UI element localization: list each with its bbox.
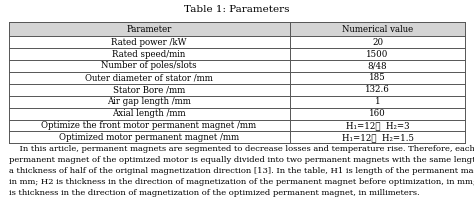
Text: a thickness of half of the original magnetization direction [13]. In the table, : a thickness of half of the original magn… — [9, 167, 474, 175]
Text: 185: 185 — [369, 73, 386, 82]
Bar — [9, 36, 465, 48]
Bar — [9, 48, 465, 60]
Text: Rated power /kW: Rated power /kW — [111, 38, 187, 47]
Text: Optimized motor permanent magnet /mm: Optimized motor permanent magnet /mm — [59, 133, 239, 142]
Text: 1: 1 — [374, 97, 380, 106]
Text: Number of poles/slots: Number of poles/slots — [101, 61, 197, 70]
Bar — [9, 72, 465, 84]
Text: Stator Bore /mm: Stator Bore /mm — [113, 85, 185, 94]
Bar — [9, 22, 465, 36]
Text: 160: 160 — [369, 109, 386, 118]
Text: 20: 20 — [372, 38, 383, 47]
Text: permanent magnet of the optimized motor is equally divided into two permanent ma: permanent magnet of the optimized motor … — [9, 156, 474, 164]
Text: Air gap length /mm: Air gap length /mm — [107, 97, 191, 106]
Text: H₁=12，  H₂=3: H₁=12， H₂=3 — [346, 121, 409, 130]
Text: H₁=12，  H₂=1.5: H₁=12， H₂=1.5 — [341, 133, 413, 142]
Text: Axial length /mm: Axial length /mm — [112, 109, 186, 118]
Text: 1500: 1500 — [366, 50, 389, 59]
Bar — [9, 131, 465, 143]
Text: Table 1: Parameters: Table 1: Parameters — [184, 5, 290, 14]
Text: Numerical value: Numerical value — [342, 24, 413, 34]
Bar — [9, 120, 465, 131]
Bar — [9, 60, 465, 72]
Text: In this article, permanent magnets are segmented to decrease losses and temperat: In this article, permanent magnets are s… — [9, 145, 474, 153]
Text: 132.6: 132.6 — [365, 85, 390, 94]
Bar — [9, 96, 465, 108]
Text: Outer diameter of stator /mm: Outer diameter of stator /mm — [85, 73, 213, 82]
Text: 8/48: 8/48 — [368, 61, 387, 70]
Text: in mm; H2 is thickness in the direction of magnetization of the permanent magnet: in mm; H2 is thickness in the direction … — [9, 178, 474, 186]
Bar — [9, 108, 465, 120]
Bar — [9, 84, 465, 96]
Text: Parameter: Parameter — [127, 24, 172, 34]
Text: is thickness in the direction of magnetization of the optimized permanent magnet: is thickness in the direction of magneti… — [9, 189, 419, 197]
Text: Rated speed/min: Rated speed/min — [112, 50, 186, 59]
Text: Optimize the front motor permanent magnet /mm: Optimize the front motor permanent magne… — [42, 121, 256, 130]
